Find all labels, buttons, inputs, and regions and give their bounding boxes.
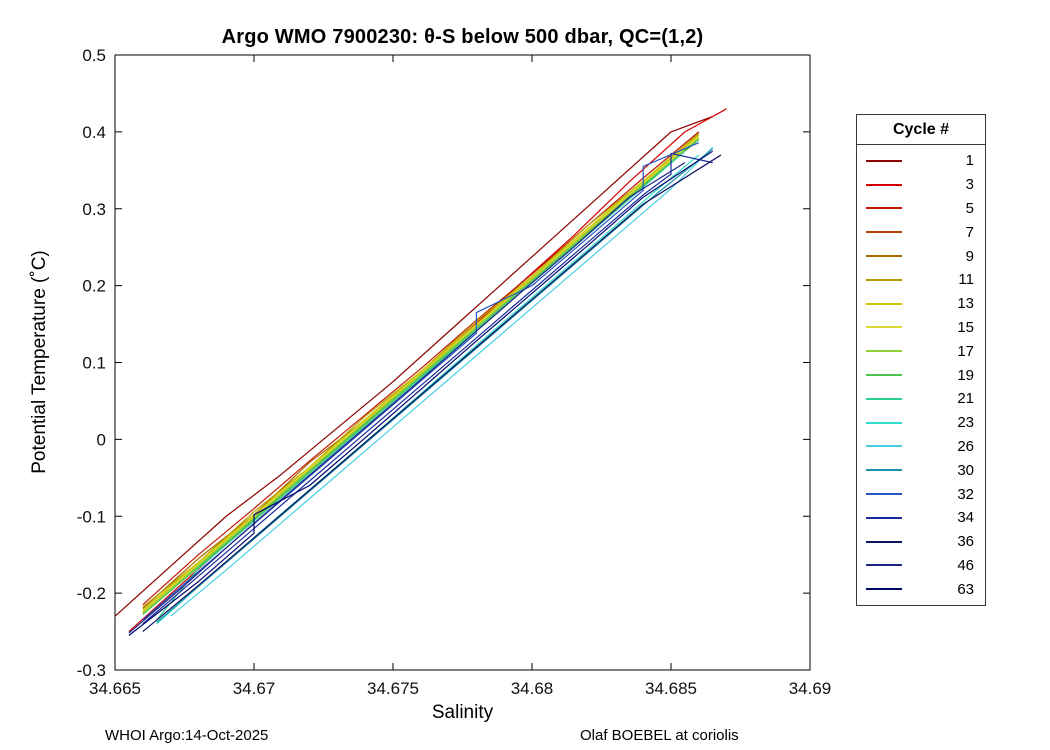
y-tick-label: -0.3: [77, 661, 106, 680]
legend-line-sample: [866, 564, 902, 567]
legend-item: 32: [857, 482, 985, 506]
legend-line-sample: [866, 231, 902, 234]
y-tick-label: 0.4: [82, 123, 106, 142]
legend-item: 1: [857, 149, 985, 173]
legend-item: 34: [857, 506, 985, 530]
legend-item: 36: [857, 530, 985, 554]
chart-title: Argo WMO 7900230: θ-S below 500 dbar, QC…: [221, 26, 704, 48]
legend-item-label: 7: [965, 223, 974, 241]
legend-line-sample: [866, 469, 902, 472]
legend-item-label: 21: [957, 390, 974, 408]
legend-item: 30: [857, 458, 985, 482]
legend-item: 5: [857, 197, 985, 221]
series-line-cycle-15: [142, 136, 700, 613]
legend-items: 1 3 5 7 9 11 13 15 17 19 21 23 26 30 32 34 36 46 63: [857, 145, 985, 605]
legend-line-sample: [866, 302, 902, 305]
series-line-cycle-46: [128, 162, 686, 634]
legend-line-sample: [866, 540, 902, 543]
y-tick-label: -0.2: [77, 584, 106, 603]
legend-item: 15: [857, 316, 985, 340]
axes-box: [114, 54, 811, 671]
legend-line-sample: [866, 516, 902, 519]
x-tick-label: 34.69: [789, 679, 832, 698]
legend-item-label: 17: [957, 342, 974, 360]
legend-item: 23: [857, 411, 985, 435]
series-line-cycle-21: [156, 150, 686, 621]
x-tick-label: 34.685: [645, 679, 697, 698]
legend-item-label: 23: [957, 414, 974, 432]
x-axis-label: Salinity: [431, 702, 494, 723]
legend-item-label: 63: [957, 580, 974, 598]
legend-item-label: 1: [965, 152, 974, 170]
y-tick-label: 0.2: [82, 277, 106, 296]
y-axis-label: Potential Temperature (˚C): [29, 250, 50, 474]
y-tick-label: 0.3: [82, 200, 106, 219]
series-line-cycle-36: [142, 154, 722, 633]
legend-item: 21: [857, 387, 985, 411]
legend-item-label: 32: [957, 485, 974, 503]
x-tick-label: 34.67: [233, 679, 276, 698]
legend-line-sample: [866, 326, 902, 329]
legend: Cycle # 1 3 5 7 9 11 13 15 17 19 21 23 26 30 32 34 36 46 6…: [856, 114, 986, 606]
x-tick-label: 34.68: [511, 679, 554, 698]
y-tick-label: 0.5: [82, 46, 106, 65]
legend-item-label: 30: [957, 461, 974, 479]
series-line-cycle-63: [128, 150, 714, 636]
legend-item-label: 11: [958, 271, 974, 289]
legend-item-label: 46: [957, 556, 974, 574]
legend-line-sample: [866, 183, 902, 186]
legend-line-sample: [866, 397, 902, 400]
legend-item: 17: [857, 339, 985, 363]
legend-line-sample: [866, 159, 902, 162]
series-line-cycle-17: [142, 137, 700, 614]
y-tick-label: 0.1: [82, 354, 106, 373]
legend-line-sample: [866, 421, 902, 424]
legend-line-sample: [866, 493, 902, 496]
legend-item-label: 9: [965, 247, 974, 265]
legend-item: 19: [857, 363, 985, 387]
legend-line-sample: [866, 350, 902, 353]
legend-item: 3: [857, 173, 985, 197]
series-line-cycle-30: [156, 148, 714, 623]
legend-line-sample: [866, 374, 902, 377]
legend-line-sample: [866, 255, 902, 258]
legend-item: 63: [857, 577, 985, 601]
legend-item-label: 19: [957, 366, 974, 384]
series-line-cycle-1: [114, 115, 713, 617]
legend-item-label: 34: [957, 509, 974, 527]
x-tick-label: 34.675: [367, 679, 419, 698]
legend-item-label: 36: [957, 533, 974, 551]
legend-item-label: 26: [957, 437, 974, 455]
y-tick-label: -0.1: [77, 507, 106, 526]
series-line-cycle-26: [170, 146, 714, 617]
series-line-cycle-5: [142, 131, 700, 606]
y-tick-label: 0: [97, 430, 106, 449]
legend-item-label: 5: [965, 199, 974, 217]
legend-item-label: 3: [965, 176, 974, 194]
footer-credit-right: Olaf BOEBEL at coriolis: [580, 727, 739, 744]
legend-item: 13: [857, 292, 985, 316]
legend-line-sample: [866, 278, 902, 281]
x-tick-label: 34.665: [89, 679, 141, 698]
legend-item: 46: [857, 554, 985, 578]
legend-item: 11: [857, 268, 985, 292]
legend-item: 9: [857, 244, 985, 268]
legend-item-label: 15: [957, 318, 974, 336]
legend-item-label: 13: [957, 295, 974, 313]
legend-item: 7: [857, 220, 985, 244]
legend-line-sample: [866, 445, 902, 448]
legend-item: 26: [857, 435, 985, 459]
legend-line-sample: [866, 207, 902, 210]
footer-credit-left: WHOI Argo:14-Oct-2025: [105, 727, 269, 744]
legend-line-sample: [866, 588, 902, 591]
series-line-cycle-13: [142, 134, 700, 611]
legend-title: Cycle #: [857, 115, 985, 145]
